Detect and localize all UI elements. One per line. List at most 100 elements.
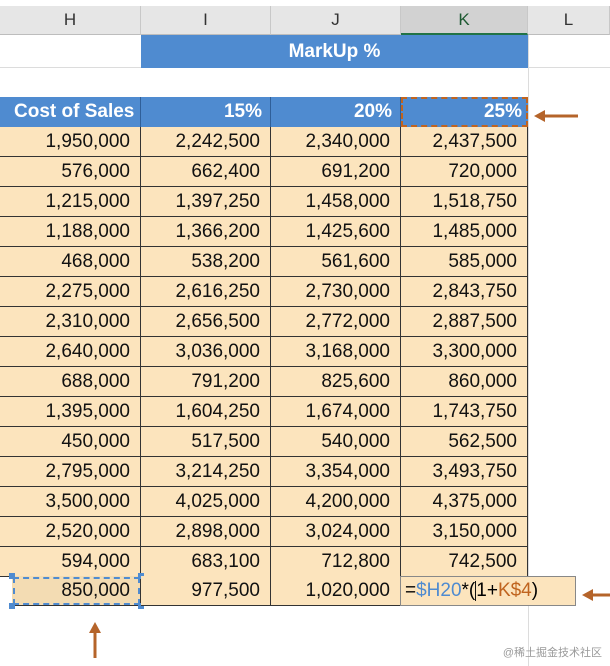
cell-value: 540,000 — [321, 430, 390, 452]
formula-ref-k4: K$4 — [497, 580, 532, 601]
table-cell[interactable]: 1,366,200 — [141, 217, 271, 247]
table-cell[interactable]: 2,898,000 — [141, 517, 271, 547]
cell-j20[interactable]: 1,020,000 — [271, 576, 401, 606]
cell-value: 3,150,000 — [432, 520, 517, 542]
table-cell[interactable]: 2,275,000 — [0, 277, 141, 307]
table-cell[interactable]: 1,518,750 — [401, 187, 528, 217]
table-cell[interactable]: 1,395,000 — [0, 397, 141, 427]
table-cell[interactable]: 2,640,000 — [0, 337, 141, 367]
column-header-l[interactable]: L — [528, 6, 610, 35]
table-cell[interactable]: 2,616,250 — [141, 277, 271, 307]
cell-value: 2,275,000 — [45, 280, 130, 302]
table-cell[interactable]: 562,500 — [401, 427, 528, 457]
cell-value: 825,600 — [321, 370, 390, 392]
table-cell[interactable]: 720,000 — [401, 157, 528, 187]
table-cell[interactable]: 2,887,500 — [401, 307, 528, 337]
table-cell[interactable]: 712,800 — [271, 547, 401, 577]
cell-value: 2,843,750 — [432, 280, 517, 302]
header-15[interactable]: 15% — [141, 97, 271, 127]
table-cell[interactable]: 540,000 — [271, 427, 401, 457]
selection-handle[interactable] — [9, 603, 15, 609]
table-cell[interactable]: 2,656,500 — [141, 307, 271, 337]
table-cell[interactable]: 3,168,000 — [271, 337, 401, 367]
table-cell[interactable]: 3,150,000 — [401, 517, 528, 547]
cell-value: 2,730,000 — [305, 280, 390, 302]
table-cell[interactable]: 3,024,000 — [271, 517, 401, 547]
header-20[interactable]: 20% — [271, 97, 401, 127]
grid-line — [528, 35, 529, 666]
table-cell[interactable]: 691,200 — [271, 157, 401, 187]
table-cell[interactable]: 2,242,500 — [141, 127, 271, 157]
formula-num: 1+ — [476, 580, 498, 601]
table-cell[interactable]: 450,000 — [0, 427, 141, 457]
cell-value: 2,795,000 — [45, 460, 130, 482]
markup-title[interactable]: MarkUp % — [141, 35, 528, 68]
table-cell[interactable]: 1,215,000 — [0, 187, 141, 217]
table-cell[interactable]: 688,000 — [0, 367, 141, 397]
table-cell[interactable]: 4,375,000 — [401, 487, 528, 517]
table-cell[interactable]: 662,400 — [141, 157, 271, 187]
table-cell[interactable]: 576,000 — [0, 157, 141, 187]
left-arrow-icon — [534, 110, 578, 122]
cell-value: 1,458,000 — [305, 190, 390, 212]
table-cell[interactable]: 2,795,000 — [0, 457, 141, 487]
cell-value: 4,025,000 — [175, 490, 260, 512]
cell-value: 561,600 — [321, 250, 390, 272]
table-cell[interactable]: 1,950,000 — [0, 127, 141, 157]
cell-value: 517,500 — [191, 430, 260, 452]
table-cell[interactable]: 2,772,000 — [271, 307, 401, 337]
table-cell[interactable]: 1,397,250 — [141, 187, 271, 217]
cell-value: 538,200 — [191, 250, 260, 272]
table-cell[interactable]: 860,000 — [401, 367, 528, 397]
table-cell[interactable]: 561,600 — [271, 247, 401, 277]
header-25-selected[interactable]: 25% — [401, 97, 528, 127]
table-cell[interactable]: 3,354,000 — [271, 457, 401, 487]
selection-handle[interactable] — [138, 603, 144, 609]
table-cell[interactable]: 3,500,000 — [0, 487, 141, 517]
cell-value: 1,188,000 — [45, 220, 130, 242]
header-text: 20% — [353, 101, 392, 122]
formula-edit-cell[interactable]: = $H20 *(1+ K$4) — [400, 576, 576, 606]
cell-value: 2,437,500 — [432, 130, 517, 152]
cell-h20-selected[interactable]: 850,000 — [12, 576, 141, 606]
table-cell[interactable]: 594,000 — [0, 547, 141, 577]
table-cell[interactable]: 2,843,750 — [401, 277, 528, 307]
table-cell[interactable]: 3,036,000 — [141, 337, 271, 367]
table-cell[interactable]: 2,310,000 — [0, 307, 141, 337]
table-cell[interactable]: 791,200 — [141, 367, 271, 397]
column-header-i[interactable]: I — [141, 6, 271, 35]
table-cell[interactable]: 1,604,250 — [141, 397, 271, 427]
table-cell[interactable]: 2,437,500 — [401, 127, 528, 157]
cell-value: 1,743,750 — [432, 400, 517, 422]
cell-i20[interactable]: 977,500 — [141, 576, 271, 606]
table-cell[interactable]: 585,000 — [401, 247, 528, 277]
cell-value: 3,500,000 — [45, 490, 130, 512]
table-cell[interactable]: 3,493,750 — [401, 457, 528, 487]
table-cell[interactable]: 1,425,600 — [271, 217, 401, 247]
column-header-j[interactable]: J — [271, 6, 401, 35]
table-cell[interactable]: 1,458,000 — [271, 187, 401, 217]
table-cell[interactable]: 2,340,000 — [271, 127, 401, 157]
table-cell[interactable]: 2,520,000 — [0, 517, 141, 547]
table-cell[interactable]: 468,000 — [0, 247, 141, 277]
table-cell[interactable]: 1,674,000 — [271, 397, 401, 427]
table-cell[interactable]: 3,300,000 — [401, 337, 528, 367]
table-cell[interactable]: 683,100 — [141, 547, 271, 577]
table-cell[interactable]: 825,600 — [271, 367, 401, 397]
table-cell[interactable]: 4,200,000 — [271, 487, 401, 517]
table-cell[interactable]: 517,500 — [141, 427, 271, 457]
table-cell[interactable]: 3,214,250 — [141, 457, 271, 487]
column-header-k[interactable]: K — [401, 6, 528, 35]
table-cell[interactable]: 1,188,000 — [0, 217, 141, 247]
cell-value: 594,000 — [61, 550, 130, 572]
table-cell[interactable]: 742,500 — [401, 547, 528, 577]
table-cell[interactable]: 1,743,750 — [401, 397, 528, 427]
table-cell[interactable]: 538,200 — [141, 247, 271, 277]
header-cost-of-sales[interactable]: Cost of Sales — [0, 97, 141, 127]
table-cell[interactable]: 4,025,000 — [141, 487, 271, 517]
table-cell[interactable]: 2,730,000 — [271, 277, 401, 307]
column-header-h[interactable]: H — [0, 6, 141, 35]
cell-value: 977,500 — [191, 579, 260, 601]
table-cell[interactable]: 1,485,000 — [401, 217, 528, 247]
selection-handle[interactable] — [9, 573, 15, 579]
